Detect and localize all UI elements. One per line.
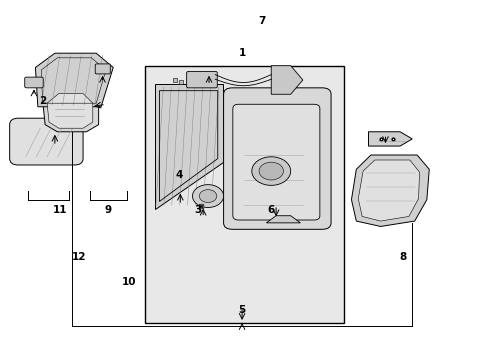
FancyBboxPatch shape xyxy=(25,77,43,88)
Circle shape xyxy=(192,185,223,207)
Text: 8: 8 xyxy=(398,252,406,262)
Polygon shape xyxy=(271,66,302,94)
Text: 4: 4 xyxy=(175,170,182,180)
Text: 3: 3 xyxy=(194,205,202,215)
Text: 12: 12 xyxy=(72,252,86,262)
Polygon shape xyxy=(358,160,419,221)
Polygon shape xyxy=(368,132,411,146)
Polygon shape xyxy=(42,89,99,132)
Polygon shape xyxy=(35,53,113,107)
Text: 7: 7 xyxy=(257,16,264,26)
Text: 1: 1 xyxy=(238,48,245,58)
Text: 5: 5 xyxy=(238,305,245,315)
FancyBboxPatch shape xyxy=(10,118,83,165)
Polygon shape xyxy=(351,155,428,226)
FancyBboxPatch shape xyxy=(95,64,110,74)
Polygon shape xyxy=(266,216,300,223)
Text: 6: 6 xyxy=(267,205,274,215)
FancyBboxPatch shape xyxy=(223,88,330,229)
Text: 10: 10 xyxy=(122,277,136,287)
FancyBboxPatch shape xyxy=(186,71,217,88)
Circle shape xyxy=(251,157,290,185)
Text: 11: 11 xyxy=(52,205,67,215)
Text: 9: 9 xyxy=(104,205,112,215)
Circle shape xyxy=(199,190,216,203)
Text: 2: 2 xyxy=(39,96,46,107)
Polygon shape xyxy=(154,84,222,208)
Bar xyxy=(144,66,344,323)
FancyBboxPatch shape xyxy=(232,104,319,220)
Polygon shape xyxy=(47,94,93,128)
Circle shape xyxy=(259,162,283,180)
